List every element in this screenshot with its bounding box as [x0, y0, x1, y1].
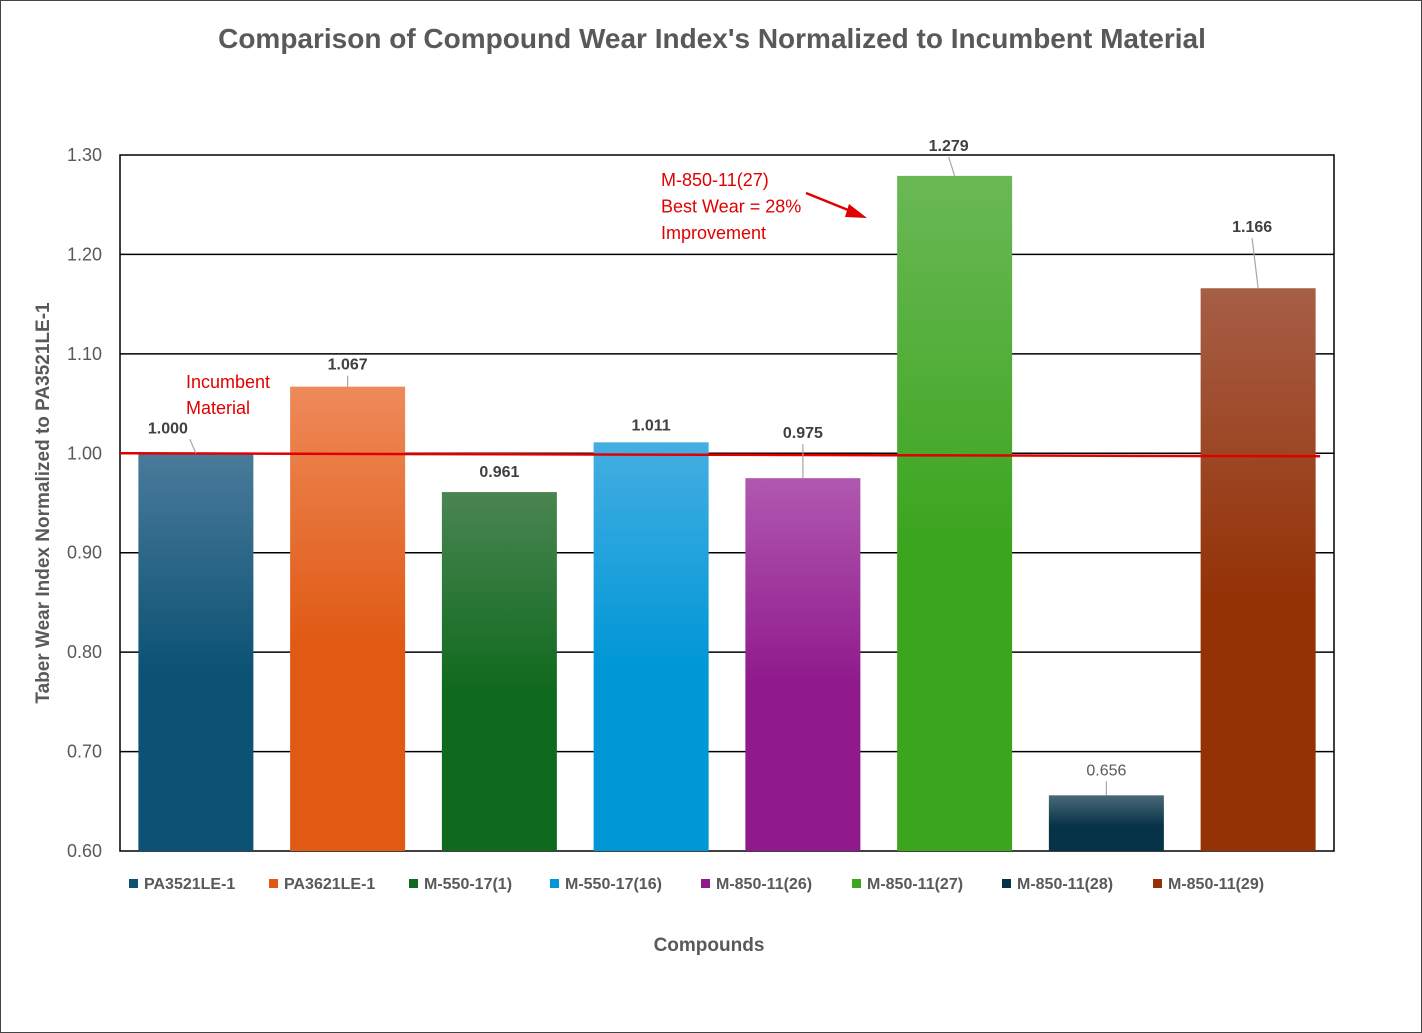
- bar-m-850-11-27: [897, 175, 1013, 851]
- legend-entry: PA3521LE-1: [144, 876, 235, 893]
- y-tick-label: 0.60: [67, 841, 102, 861]
- leader-line: [189, 439, 197, 454]
- legend-swatch: [852, 879, 861, 888]
- data-label: 0.656: [1086, 762, 1126, 779]
- legend-swatch: [550, 879, 559, 888]
- bar-m-550-17-1: [441, 492, 557, 851]
- legend-swatch: [269, 879, 278, 888]
- annotation-incumbent-line: Material: [186, 398, 250, 418]
- legend-swatch: [409, 879, 418, 888]
- y-tick-label: 1.00: [67, 443, 102, 463]
- bar-m-850-11-26: [745, 478, 861, 851]
- legend-swatch: [129, 879, 138, 888]
- legend-entry: M-850-11(29): [1168, 876, 1264, 893]
- annotation-best-line: M-850-11(27): [661, 170, 769, 190]
- y-tick-label: 0.90: [67, 543, 102, 563]
- legend: PA3521LE-1 PA3621LE-1 M-550-17(1) M-550-17(…: [129, 876, 1264, 893]
- annotation-best-line: Best Wear = 28%: [661, 197, 801, 217]
- y-tick-label: 1.10: [67, 344, 102, 364]
- data-label: 1.000: [148, 420, 188, 437]
- annotation-best-line: Improvement: [661, 223, 766, 243]
- legend-entry: PA3621LE-1: [284, 876, 375, 893]
- y-axis-label: Taber Wear Index Normalized to PA3521LE-…: [33, 302, 54, 704]
- bar-pa3521le-1: [138, 453, 254, 851]
- data-label: 0.961: [479, 464, 519, 481]
- legend-entry: M-550-17(1): [424, 876, 512, 893]
- legend-entry: M-850-11(26): [716, 876, 812, 893]
- y-tick-label: 1.30: [67, 145, 102, 165]
- reference-line-group: [119, 452, 1321, 458]
- annotation-incumbent-line: Incumbent: [186, 372, 270, 392]
- y-tick-labels: 0.60 0.70 0.80 0.90 1.00 1.10 1.20 1.30: [67, 145, 102, 861]
- leader-line: [1251, 238, 1259, 289]
- x-axis-label: Compounds: [654, 935, 765, 956]
- bars: [138, 175, 1316, 852]
- reference-line: [119, 452, 1321, 458]
- data-labels: 1.000 1.067 0.961 1.011 0.975 1.279 0.656 1.166: [148, 138, 1272, 796]
- annotation-arrow-head: [845, 204, 867, 218]
- bar-m-550-17-16: [593, 442, 709, 851]
- annotation-arrow-shaft: [805, 191, 854, 214]
- y-tick-label: 0.80: [67, 642, 102, 662]
- data-label: 1.166: [1232, 219, 1272, 236]
- data-label: 1.067: [328, 357, 368, 374]
- data-label: 1.279: [929, 138, 969, 155]
- legend-entry: M-850-11(27): [867, 876, 963, 893]
- chart-title: Comparison of Compound Wear Index's Norm…: [218, 23, 1206, 54]
- data-label: 1.011: [632, 417, 671, 434]
- legend-swatch: [1002, 879, 1011, 888]
- legend-swatch: [701, 879, 710, 888]
- bar-pa3621le-1: [290, 386, 406, 851]
- y-tick-label: 0.70: [67, 742, 102, 762]
- legend-swatch: [1153, 879, 1162, 888]
- data-label: 0.975: [783, 425, 823, 442]
- leader-line: [948, 156, 956, 177]
- bar-m-850-11-29: [1200, 288, 1316, 852]
- y-tick-label: 1.20: [67, 244, 102, 264]
- legend-entry: M-550-17(16): [565, 876, 662, 893]
- legend-entry: M-850-11(28): [1017, 876, 1113, 893]
- plot-area-border: [119, 154, 1335, 852]
- annotations: Incumbent Material M-850-11(27) Best Wear =…: [186, 170, 867, 418]
- bar-m-850-11-28: [1048, 795, 1164, 851]
